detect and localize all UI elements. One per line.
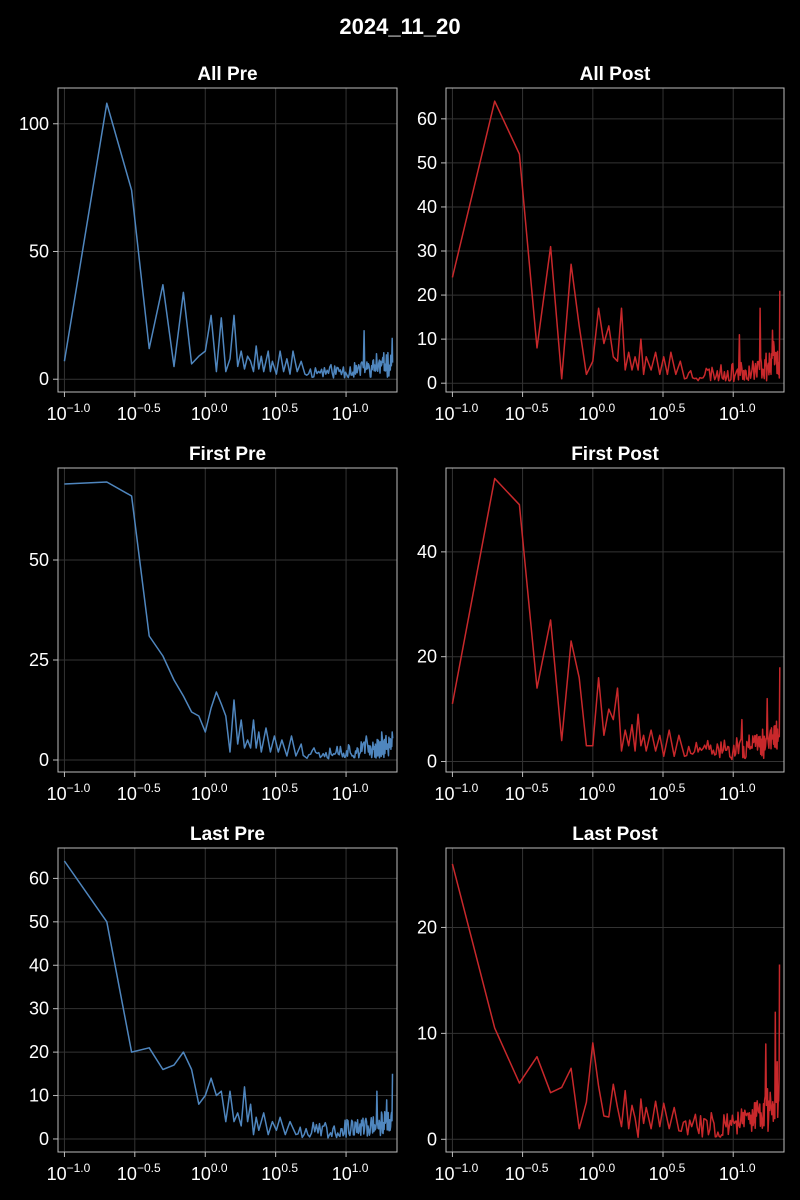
x-tick-label: 100.0 [578,781,615,804]
y-tick-label: 60 [417,109,437,129]
chart-panel: 0 20 40 10−1.0 10−0.5 100.0 100.5 101.0 First Po… [417,444,785,804]
y-tick-label: 50 [417,153,437,173]
y-tick-label: 20 [417,285,437,305]
x-tick-label: 10−1.0 [47,1161,91,1184]
x-tick-label: 100.5 [261,401,298,424]
y-tick-label: 50 [29,912,49,932]
x-tick-label: 10−1.0 [435,781,479,804]
x-tick-label: 100.5 [261,781,298,804]
y-tick-label: 60 [29,868,49,888]
y-tick-label: 20 [417,917,437,937]
series-line [451,863,781,1138]
x-tick-label: 100.0 [191,1161,228,1184]
x-tick-label: 10−1.0 [47,781,91,804]
x-tick-label: 10−0.5 [117,401,161,424]
y-tick-label: 0 [427,1129,437,1149]
x-tick-label: 10−0.5 [117,1161,161,1184]
y-tick-label: 10 [417,1023,437,1043]
chart-panel: 0 10 20 10−1.0 10−0.5 100.0 100.5 101.0 Last Pos… [417,824,785,1184]
x-tick-label: 100.5 [649,401,686,424]
x-tick-label: 100.5 [649,781,686,804]
panel-title: First Post [571,444,659,465]
panel-title: All Pre [197,64,257,85]
x-tick-label: 100.5 [649,1161,686,1184]
panel-title: All Post [580,64,651,85]
y-tick-label: 40 [417,542,437,562]
axes-frame [57,467,398,773]
y-tick-label: 30 [29,999,49,1019]
x-tick-label: 10−1.0 [435,1161,479,1184]
y-tick-label: 0 [427,752,437,772]
chart-panel: 0 25 50 10−1.0 10−0.5 100.0 100.5 101.0 First Pr… [29,444,398,804]
y-tick-label: 20 [417,647,437,667]
x-tick-label: 100.0 [191,781,228,804]
x-tick-label: 10−0.5 [505,401,549,424]
panel-title: Last Post [572,824,658,845]
y-tick-label: 40 [29,955,49,975]
chart-panel: 0 10 20 30 40 50 60 10−1.0 10−0.5 100.0 100.5 101.0… [417,64,785,424]
y-tick-label: 20 [29,1042,49,1062]
y-tick-label: 10 [417,329,437,349]
y-tick-label: 100 [19,114,49,134]
series-line [64,481,394,760]
x-tick-label: 101.0 [332,781,369,804]
x-tick-label: 101.0 [332,1161,369,1184]
x-tick-label: 101.0 [719,781,756,804]
x-tick-label: 101.0 [332,401,369,424]
y-tick-label: 0 [39,369,49,389]
x-tick-label: 100.0 [578,401,615,424]
series-line [451,100,781,383]
axes-frame [57,87,398,393]
chart-panel: 0 50 100 10−1.0 10−0.5 100.0 100.5 101.0 All Pre [19,64,398,424]
x-tick-label: 100.0 [191,401,228,424]
series-line [63,102,394,379]
x-tick-label: 101.0 [719,401,756,424]
x-tick-label: 10−1.0 [435,401,479,424]
x-tick-label: 10−0.5 [117,781,161,804]
y-tick-label: 50 [29,550,49,570]
y-tick-label: 30 [417,241,437,261]
series-line [451,477,781,761]
y-tick-label: 0 [427,373,437,393]
panel-title: First Pre [189,444,266,465]
y-tick-label: 50 [29,241,49,261]
x-tick-label: 10−1.0 [47,401,91,424]
axes-frame [445,847,785,1153]
axes-frame [57,847,398,1153]
y-tick-label: 0 [39,1129,49,1149]
panel-title: Last Pre [190,824,265,845]
x-tick-label: 10−0.5 [505,1161,549,1184]
x-tick-label: 10−0.5 [505,781,549,804]
series-line [63,860,394,1139]
y-tick-label: 0 [39,750,49,770]
axes-frame [445,467,785,773]
y-tick-label: 25 [29,650,49,670]
y-tick-label: 40 [417,197,437,217]
chart-panel: 0 10 20 30 40 50 60 10−1.0 10−0.5 100.0 100.5 101.0… [29,824,398,1184]
x-tick-label: 101.0 [719,1161,756,1184]
figure-title: 2024_11_20 [339,14,461,39]
y-tick-label: 10 [29,1086,49,1106]
x-tick-label: 100.0 [578,1161,615,1184]
axes-frame [445,87,785,393]
x-tick-label: 100.5 [261,1161,298,1184]
